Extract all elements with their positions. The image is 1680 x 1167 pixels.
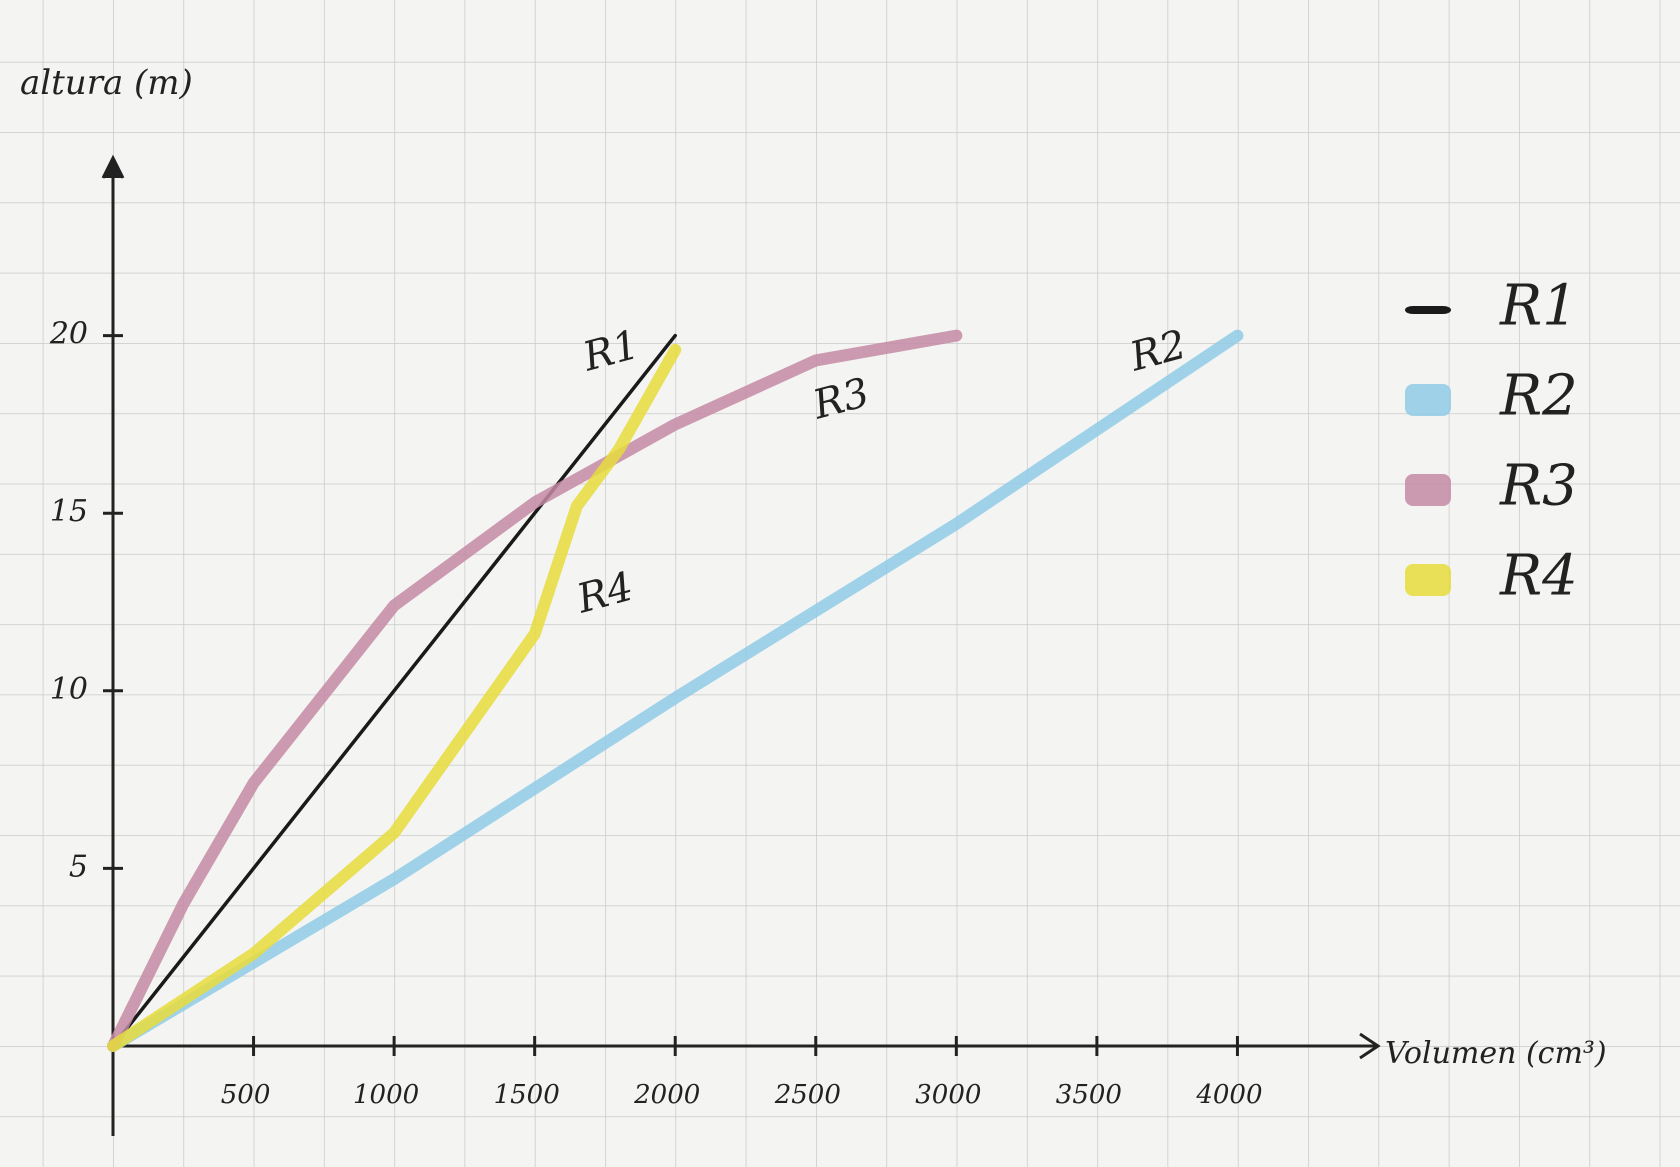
x-tick-label: 2500	[774, 1080, 841, 1110]
x-axis-label: Volumen (cm³)	[1385, 1036, 1607, 1071]
legend-swatch	[1405, 384, 1451, 416]
y-tick-label: 5	[69, 849, 88, 884]
page: altura (m) Volumen (cm³) 500 1000 1500 2000…	[0, 0, 1680, 1167]
legend-swatch	[1405, 474, 1451, 506]
x-tick-label: 3500	[1056, 1080, 1122, 1110]
x-tick-label: 500	[221, 1080, 271, 1110]
legend-label: R3	[1499, 454, 1578, 519]
y-tick-label: 20	[49, 317, 88, 352]
y-tick-label: 10	[50, 672, 88, 707]
x-tick-label: 1000	[353, 1080, 419, 1110]
x-tick-label: 1500	[494, 1080, 560, 1110]
x-tick-label: 3000	[915, 1080, 981, 1110]
legend-swatch	[1405, 564, 1451, 596]
legend-swatch	[1405, 306, 1451, 314]
x-tick-label: 2000	[633, 1080, 700, 1110]
chart: altura (m) Volumen (cm³) 500 1000 1500 2000…	[0, 0, 1680, 1167]
y-axis-label: altura (m)	[20, 63, 193, 103]
legend-label: R2	[1499, 364, 1578, 429]
legend-label: R1	[1499, 274, 1578, 339]
legend-label: R4	[1499, 544, 1578, 609]
y-tick-label: 15	[50, 494, 88, 529]
x-tick-label: 4000	[1195, 1080, 1262, 1110]
